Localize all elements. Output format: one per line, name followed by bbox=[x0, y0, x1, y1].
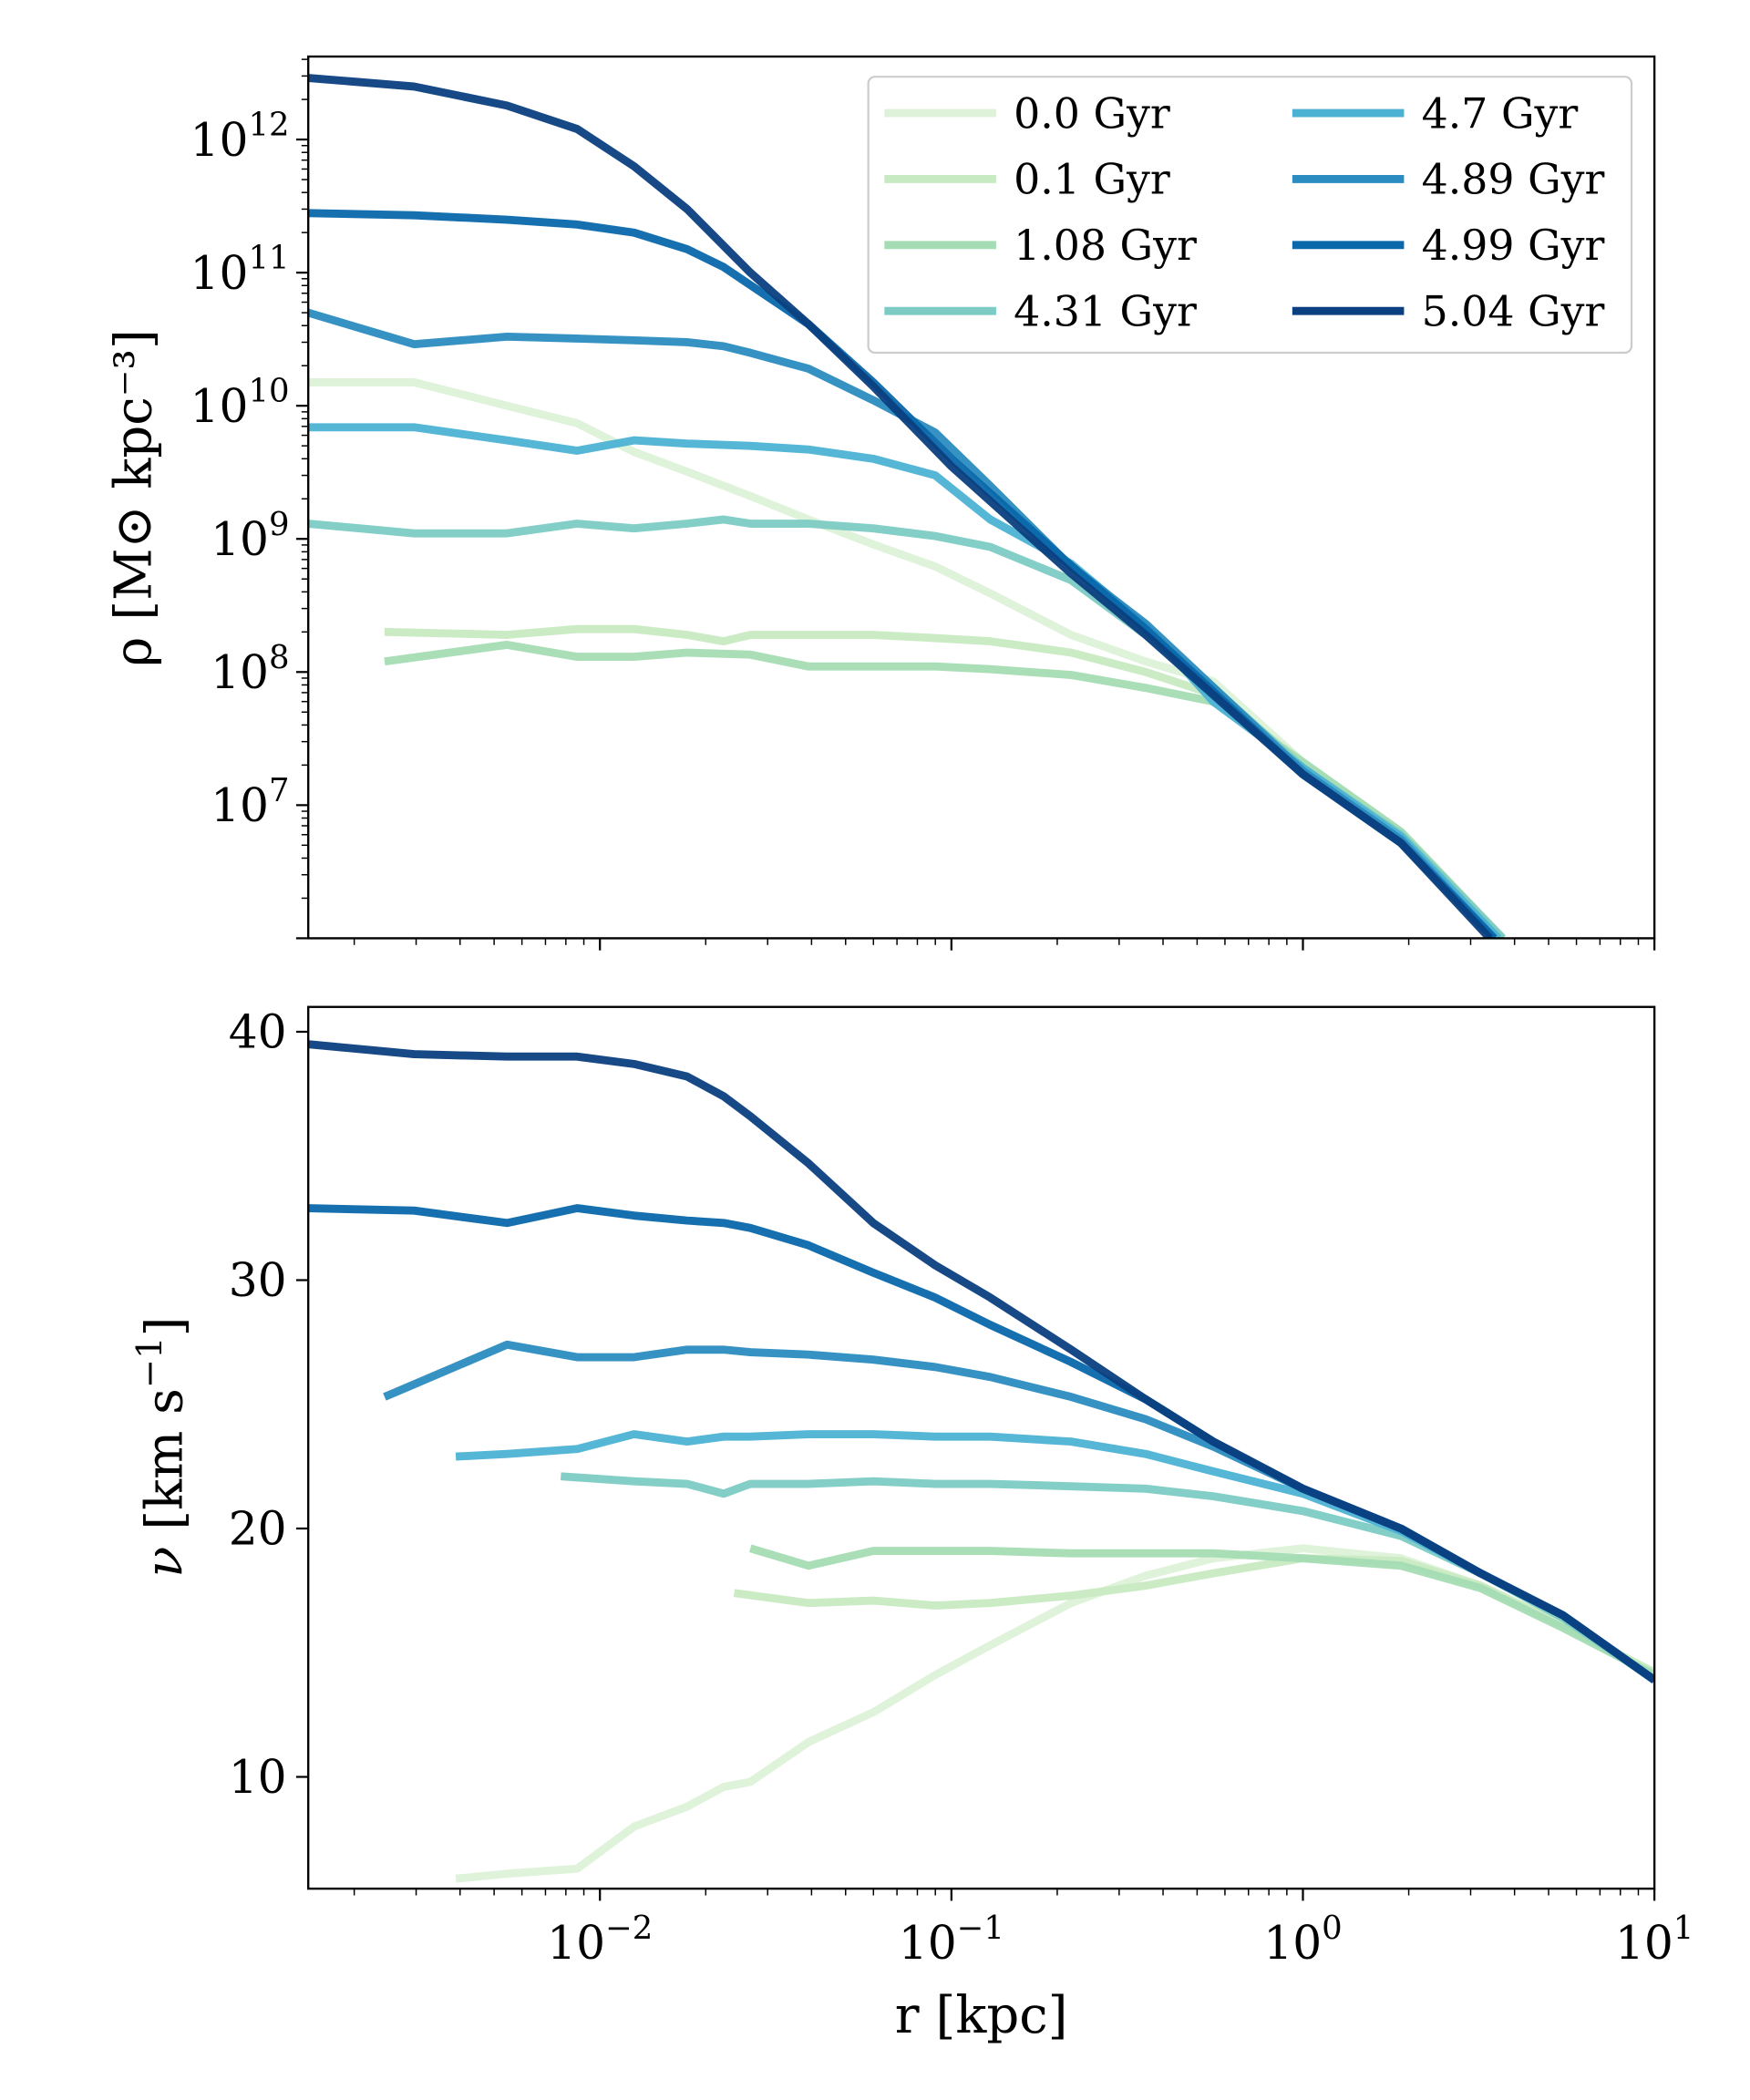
legend-entry-label: 4.89 Gyr bbox=[1422, 156, 1605, 204]
y-tick-label: 1011 bbox=[190, 240, 290, 300]
legend-entry-label: 0.1 Gyr bbox=[1014, 156, 1170, 204]
x-axis-label: r [kpc] bbox=[895, 1986, 1068, 2045]
legend-entry-label: 5.04 Gyr bbox=[1422, 287, 1605, 335]
x-tick-label: 10−2 bbox=[547, 1910, 653, 1970]
legend: 0.0 Gyr 0.1 Gyr 1.08 Gyr 4.31 Gyr 4.7 Gyr 4.8… bbox=[867, 76, 1633, 355]
nu-symbol: ν bbox=[135, 1547, 194, 1578]
velocity-axes-frame bbox=[307, 1005, 1656, 1890]
density-axes-frame bbox=[307, 55, 1656, 940]
series-line-0-1-gyr bbox=[733, 1554, 1655, 1677]
density-y-axis-label: ρ [M⊙ kpc⁻³] bbox=[104, 329, 163, 666]
legend-entry-label: 4.31 Gyr bbox=[1014, 287, 1197, 335]
y-tick-label: 20 bbox=[229, 1502, 287, 1556]
velocity-panel: 10−2 10−1 100 101 10 20 30 40 ν [km s−1] r [kpc… bbox=[129, 1005, 1693, 2045]
y-tick-label: 1012 bbox=[190, 107, 290, 167]
y-tick-label: 108 bbox=[211, 639, 289, 699]
legend-frame bbox=[867, 76, 1633, 355]
y-tick-label: 1010 bbox=[190, 373, 290, 433]
series-line-1-08-gyr bbox=[748, 1544, 1655, 1679]
y-tick-label: 109 bbox=[211, 506, 289, 566]
series-line-4-31-gyr bbox=[308, 515, 1506, 939]
x-tick-label: 100 bbox=[1263, 1910, 1342, 1970]
legend-entry-label: 0.0 Gyr bbox=[1014, 89, 1170, 138]
series-line-0-0-gyr bbox=[308, 378, 1506, 939]
series-line-4-7-gyr bbox=[308, 423, 1502, 939]
unit-exponent: −1 bbox=[129, 1336, 170, 1388]
x-tick-label: 10−1 bbox=[899, 1910, 1004, 1970]
velocity-y-axis-label: ν [km s−1] bbox=[129, 1317, 194, 1578]
legend-entry-label: 1.08 Gyr bbox=[1014, 221, 1197, 270]
y-tick-label: 30 bbox=[229, 1253, 287, 1307]
legend-entry-label: 4.7 Gyr bbox=[1422, 89, 1579, 138]
y-tick-label: 10 bbox=[229, 1750, 287, 1804]
series-line-4-7-gyr bbox=[455, 1430, 1655, 1683]
y-tick-label: 107 bbox=[211, 772, 289, 832]
y-tick-label: 40 bbox=[229, 1005, 287, 1059]
unit-open: [km s bbox=[135, 1388, 194, 1547]
series-line-5-04-gyr bbox=[308, 74, 1493, 939]
x-tick-label: 101 bbox=[1615, 1910, 1693, 1970]
legend-entry-label: 4.99 Gyr bbox=[1422, 221, 1605, 270]
series-line-4-99-gyr bbox=[308, 1204, 1655, 1683]
series-line-5-04-gyr bbox=[308, 1040, 1655, 1683]
unit-close: ] bbox=[135, 1317, 194, 1337]
density-panel: 1012 1011 1010 109 108 107 0.0 Gyr 0.1 Gyr 1.08… bbox=[104, 55, 1656, 951]
